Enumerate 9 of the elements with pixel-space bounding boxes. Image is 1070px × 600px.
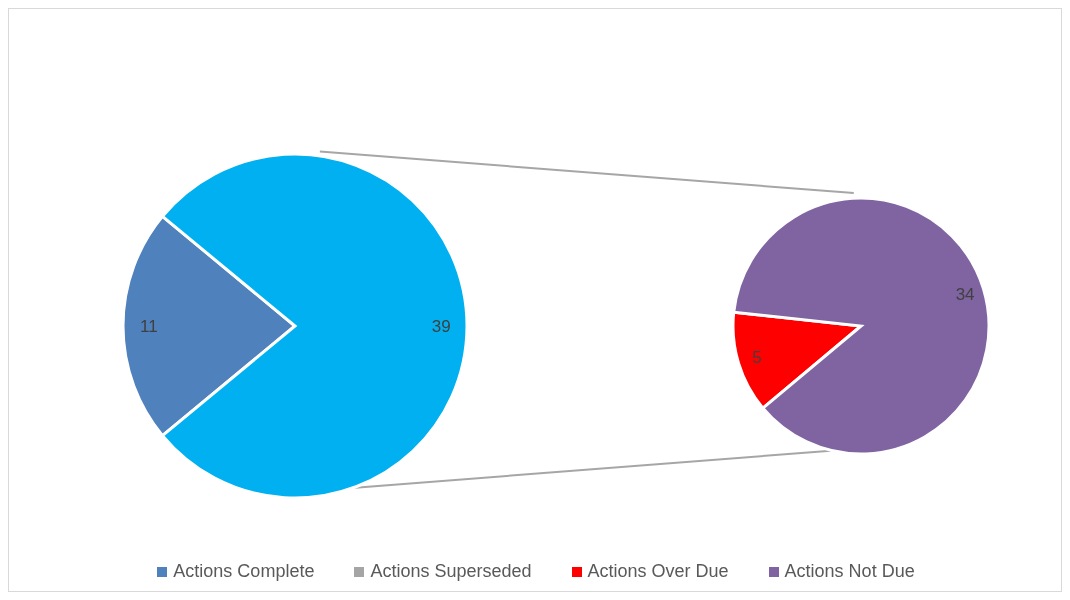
- legend-label: Actions Complete: [173, 561, 315, 582]
- pie-slice: [732, 196, 991, 456]
- data-label: 11: [139, 316, 158, 336]
- legend-label: Actions Not Due: [784, 561, 915, 582]
- legend-label: Actions Over Due: [587, 561, 729, 582]
- legend-label: Actions Superseded: [370, 561, 532, 582]
- data-label: 34: [955, 284, 975, 304]
- data-label: 5: [752, 348, 762, 368]
- data-label: 39: [431, 316, 451, 336]
